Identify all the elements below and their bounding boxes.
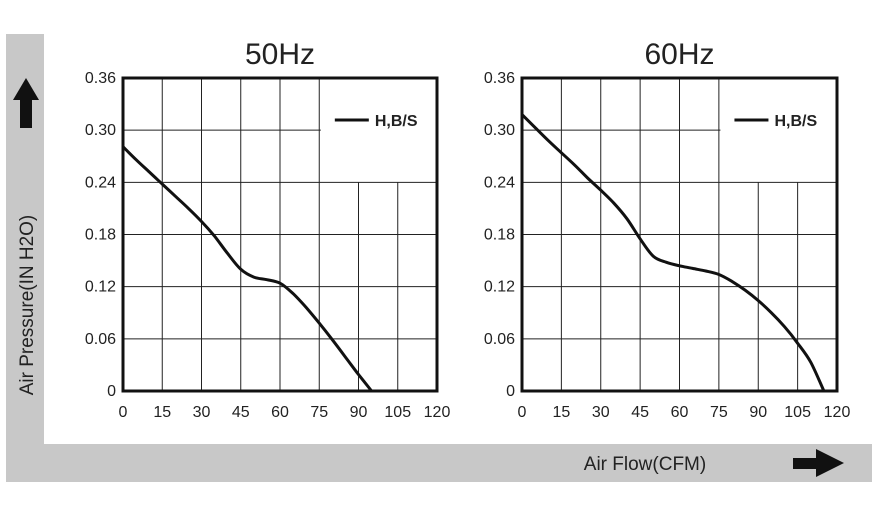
x-tick-label: 75 bbox=[710, 404, 728, 421]
chart-panel-50hz: 50Hz 0.36 0.30 0.24 0.18 0.12 0.06 00 15 30 45 60 75… bbox=[85, 38, 451, 421]
series-line bbox=[121, 145, 373, 392]
chart-title: 60Hz bbox=[644, 38, 714, 71]
x-tick-label: 15 bbox=[552, 404, 570, 421]
x-tick-label: 75 bbox=[310, 404, 328, 421]
arrow-right-icon bbox=[793, 449, 844, 477]
x-tick-label: 60 bbox=[271, 404, 289, 421]
x-tick-label: 0 bbox=[518, 404, 527, 421]
x-tick-label: 0 bbox=[119, 404, 128, 421]
x-tick-label: 45 bbox=[631, 404, 649, 421]
y-tick-label: 0.30 bbox=[484, 122, 515, 139]
x-tick-label: 90 bbox=[350, 404, 368, 421]
chart-panel-60hz: 60Hz 0.36 0.30 0.24 0.18 0.12 0.06 00 15 30 45 60 75… bbox=[484, 38, 851, 421]
y-tick-label: 0 bbox=[506, 383, 515, 400]
y-tick-label: 0.24 bbox=[85, 174, 116, 191]
y-tick-label: 0.30 bbox=[85, 122, 116, 139]
y-tick-label: 0.12 bbox=[484, 279, 515, 296]
legend-label: H,B/S bbox=[375, 113, 418, 130]
x-tick-label: 120 bbox=[824, 404, 851, 421]
series-line bbox=[520, 113, 826, 392]
x-axis-label: Air Flow(CFM) bbox=[584, 454, 706, 475]
chart-title: 50Hz bbox=[245, 38, 315, 71]
x-tick-label: 90 bbox=[749, 404, 767, 421]
x-tick-label: 30 bbox=[592, 404, 610, 421]
y-tick-label: 0.36 bbox=[85, 70, 116, 87]
y-tick-label: 0.06 bbox=[85, 331, 116, 348]
arrow-up-icon bbox=[13, 78, 39, 128]
x-tick-label: 15 bbox=[153, 404, 171, 421]
axis-band-bottom bbox=[6, 444, 872, 482]
x-tick-label: 45 bbox=[232, 404, 250, 421]
y-tick-label: 0.12 bbox=[85, 279, 116, 296]
y-axis-label: Air Pressure(IN H2O) bbox=[17, 215, 38, 396]
legend-label: H,B/S bbox=[774, 113, 817, 130]
y-tick-label: 0.18 bbox=[85, 227, 116, 244]
x-tick-label: 105 bbox=[384, 404, 411, 421]
y-tick-label: 0.06 bbox=[484, 331, 515, 348]
x-tick-label: 30 bbox=[193, 404, 211, 421]
plot-frame bbox=[520, 76, 839, 393]
y-tick-label: 0.18 bbox=[484, 227, 515, 244]
x-tick-label: 120 bbox=[424, 404, 451, 421]
x-tick-label: 105 bbox=[784, 404, 811, 421]
y-tick-label: 0 bbox=[107, 383, 116, 400]
y-tick-label: 0.36 bbox=[484, 70, 515, 87]
plot-frame bbox=[121, 76, 439, 393]
x-tick-label: 60 bbox=[671, 404, 689, 421]
y-tick-label: 0.24 bbox=[484, 174, 515, 191]
